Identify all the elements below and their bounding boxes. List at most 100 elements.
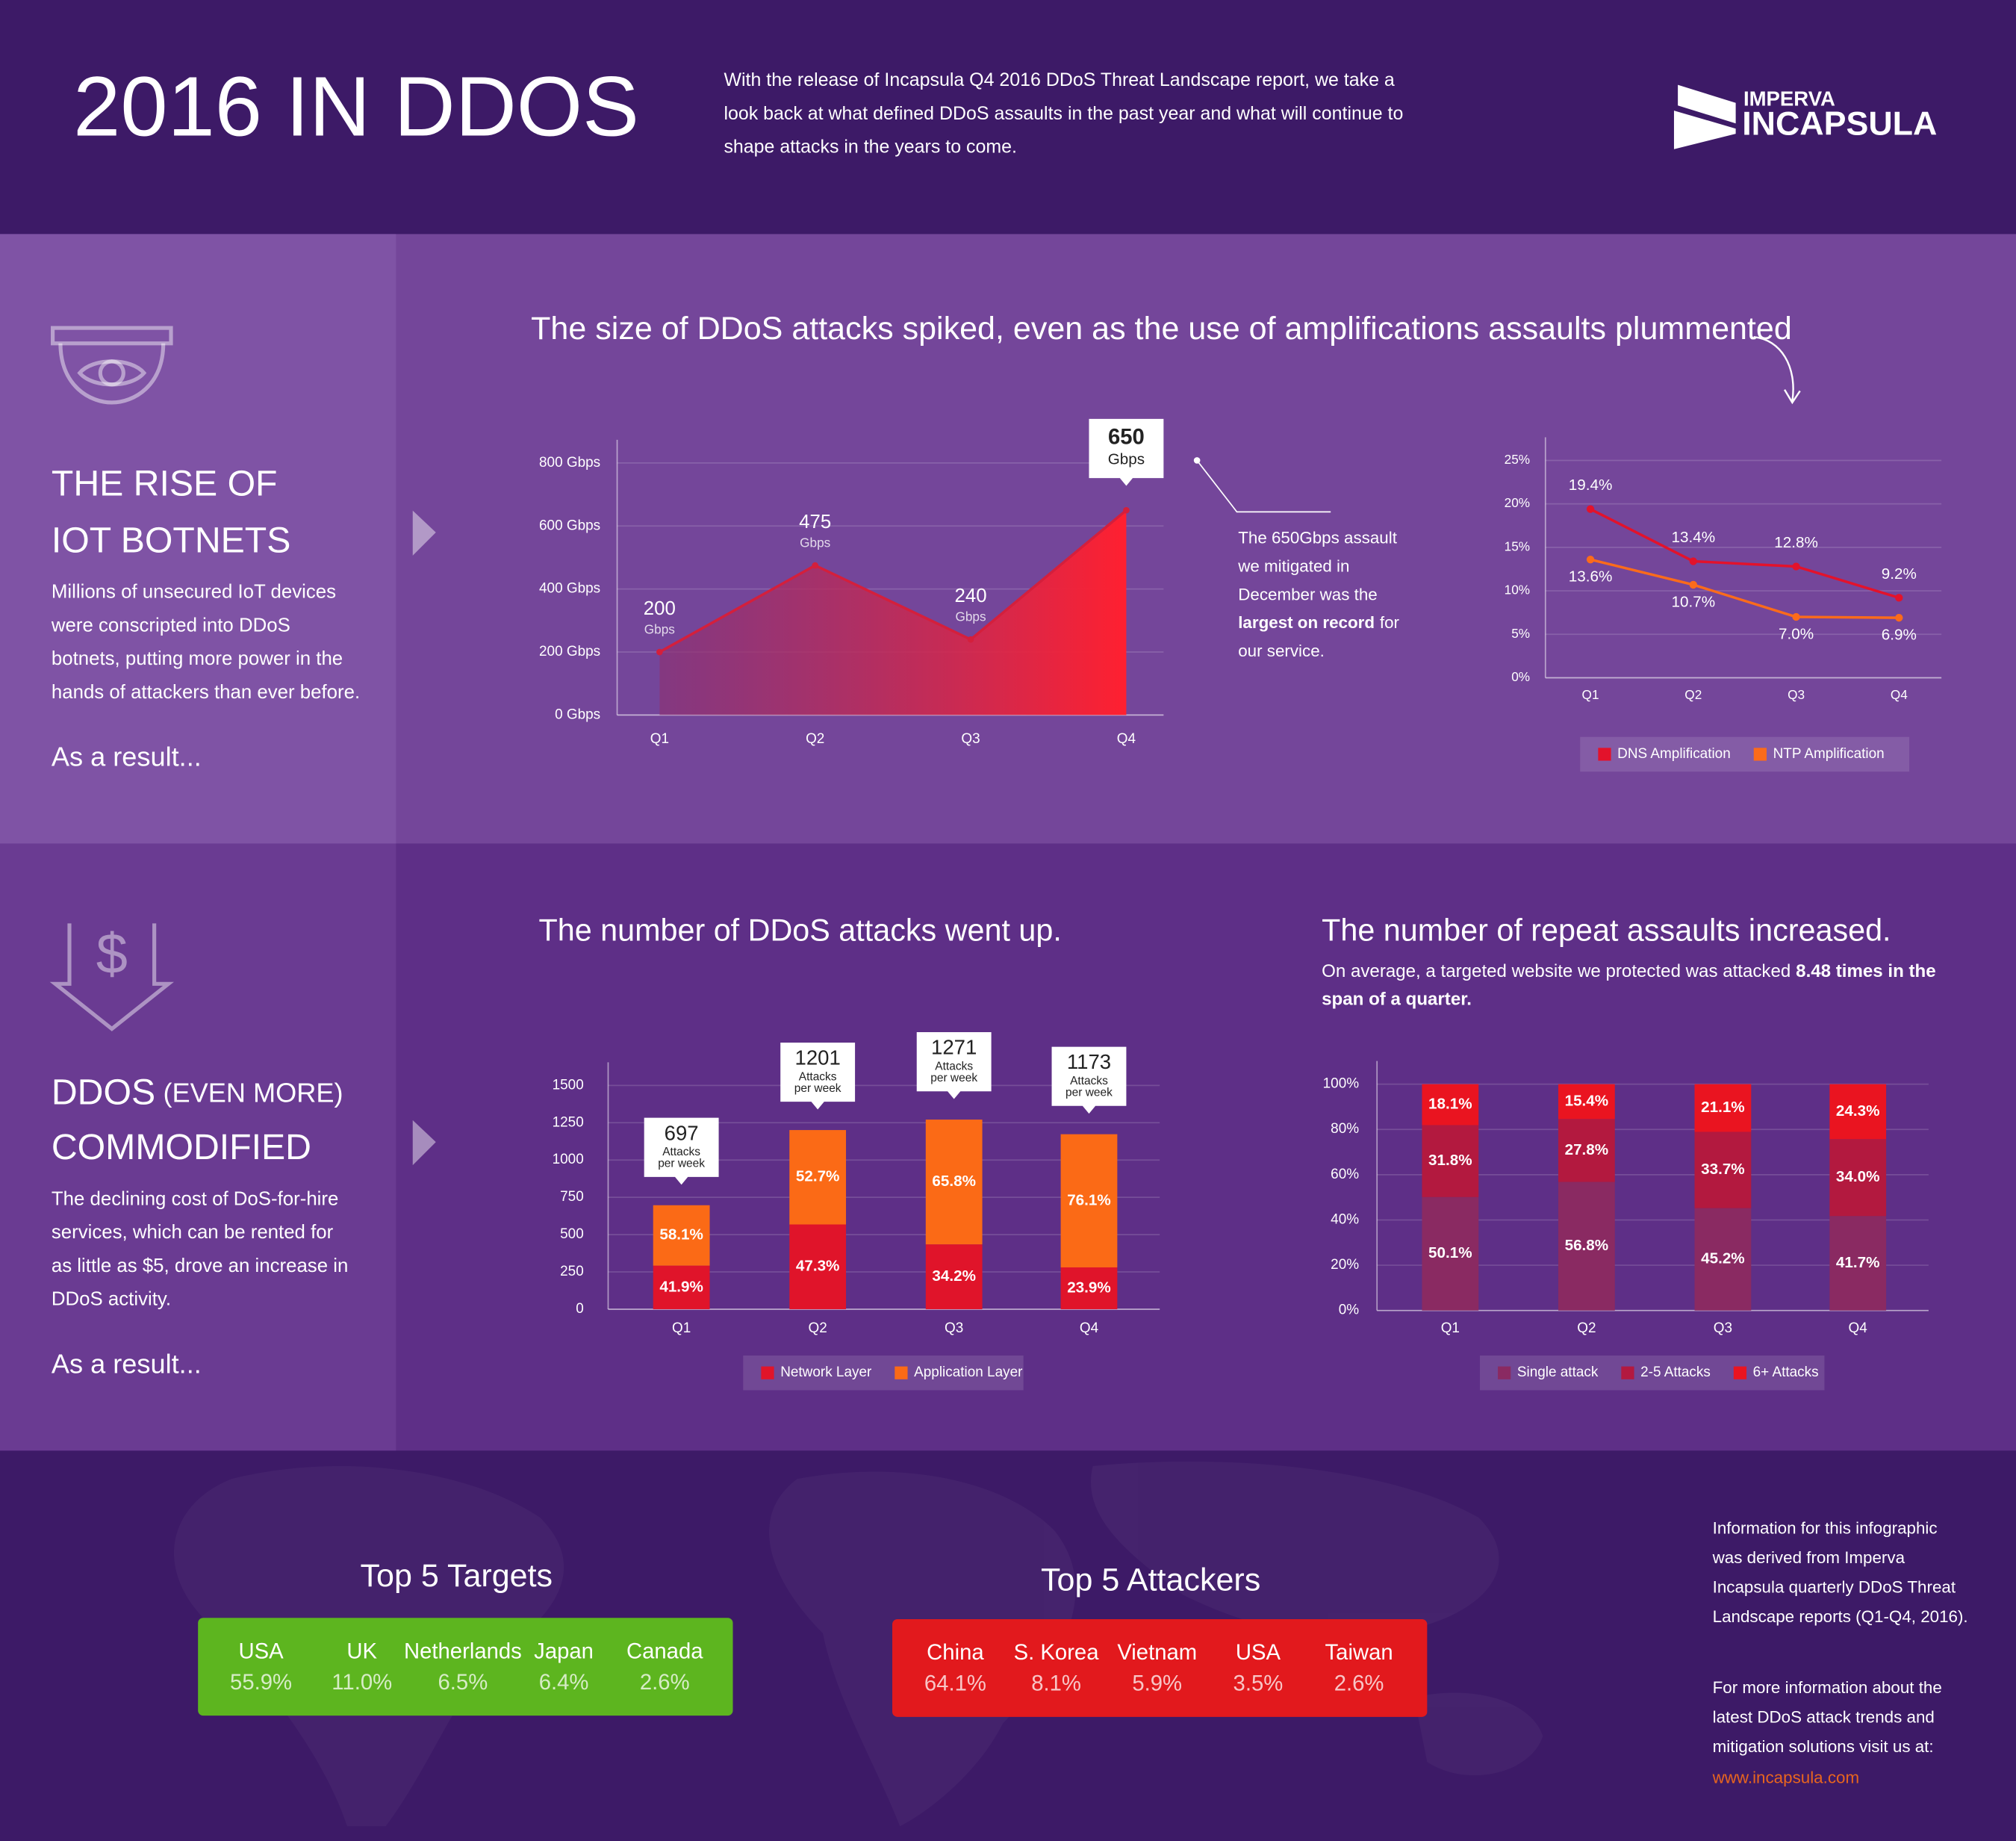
list-box bbox=[892, 1618, 1428, 1717]
y-tick-label: 0% bbox=[1511, 669, 1530, 684]
total-label: 1271 bbox=[931, 1036, 977, 1059]
legend-box bbox=[1479, 1355, 1825, 1391]
section-result: As a result... bbox=[52, 1348, 202, 1379]
total-caption: per week bbox=[930, 1072, 977, 1084]
dollar-glyph: $ bbox=[96, 922, 128, 986]
y-tick-label: 20% bbox=[1505, 495, 1530, 510]
value-label: 45.2% bbox=[1701, 1250, 1745, 1267]
text-line: On average, a targeted website we protec… bbox=[1322, 961, 1936, 981]
y-tick-label: 100% bbox=[1323, 1076, 1360, 1092]
y-tick-label: 0 bbox=[576, 1301, 584, 1317]
share: 55.9% bbox=[230, 1671, 292, 1695]
y-tick-label: 5% bbox=[1511, 626, 1530, 641]
headline: The size of DDoS attacks spiked, even as… bbox=[531, 311, 1792, 347]
total-caption: per week bbox=[1065, 1087, 1113, 1099]
value-label: 41.7% bbox=[1836, 1254, 1880, 1271]
value-label: 50.1% bbox=[1428, 1244, 1472, 1261]
point bbox=[1689, 557, 1697, 565]
x-tick-label: Q1 bbox=[650, 731, 669, 747]
share: 2.6% bbox=[640, 1671, 690, 1695]
legend-label: 6+ Attacks bbox=[1753, 1365, 1819, 1380]
y-tick-label: 1250 bbox=[553, 1114, 584, 1130]
text-line: was derived from Imperva bbox=[1712, 1548, 1905, 1567]
value-label: 76.1% bbox=[1067, 1191, 1111, 1208]
value-label: 41.9% bbox=[659, 1278, 703, 1295]
bar-segment bbox=[1558, 1119, 1615, 1182]
y-tick-label: 60% bbox=[1331, 1167, 1359, 1182]
bar-segment bbox=[1829, 1216, 1887, 1311]
text-line: With the release of Incapsula Q4 2016 DD… bbox=[724, 69, 1394, 90]
bar-segment bbox=[1422, 1084, 1479, 1126]
y-tick-label: 0 Gbps bbox=[555, 707, 600, 722]
list-title: Top 5 Targets bbox=[361, 1558, 553, 1594]
value-label: 34.0% bbox=[1836, 1168, 1880, 1185]
page-title: 2016 IN DDOS bbox=[73, 60, 639, 155]
text-segment: our service. bbox=[1238, 642, 1325, 660]
value-label: 6.9% bbox=[1882, 627, 1917, 644]
point bbox=[1689, 580, 1697, 589]
text-line: The 650Gbps assault bbox=[1238, 528, 1397, 547]
x-tick-label: Q4 bbox=[1891, 687, 1908, 702]
point bbox=[967, 636, 974, 643]
point bbox=[812, 562, 819, 569]
x-tick-label: Q1 bbox=[672, 1320, 691, 1336]
text-line: DDoS activity. bbox=[52, 1289, 171, 1310]
line bbox=[659, 509, 1127, 653]
list-title: Top 5 Attackers bbox=[1041, 1562, 1260, 1598]
x-tick-label: Q2 bbox=[809, 1320, 827, 1336]
section-heading: THE RISE OF bbox=[52, 464, 278, 504]
bar-segment bbox=[1422, 1125, 1479, 1197]
total-label: 1173 bbox=[1067, 1050, 1111, 1073]
value-label: 200 bbox=[644, 598, 676, 619]
section-result: As a result... bbox=[52, 742, 202, 772]
share: 3.5% bbox=[1233, 1672, 1284, 1696]
total-caption: Attacks bbox=[662, 1146, 700, 1158]
callout bbox=[1089, 418, 1164, 486]
value-label: 7.0% bbox=[1779, 626, 1814, 643]
y-tick-label: 800 Gbps bbox=[539, 455, 600, 471]
legend-swatch bbox=[895, 1366, 908, 1379]
text-line: December was the bbox=[1238, 585, 1378, 603]
share: 11.0% bbox=[332, 1671, 392, 1695]
heading-part: DDOS bbox=[52, 1072, 155, 1112]
x-tick-label: Q1 bbox=[1441, 1320, 1460, 1336]
list-box bbox=[198, 1618, 733, 1716]
text-segment: for bbox=[1380, 613, 1400, 632]
point bbox=[656, 648, 663, 656]
side-panel bbox=[0, 234, 396, 844]
bar-segment bbox=[1694, 1084, 1752, 1132]
footer-link[interactable]: www.incapsula.com bbox=[1712, 1768, 1859, 1786]
text-line: hands of attackers than ever before. bbox=[52, 682, 360, 703]
curved-arrow bbox=[1753, 335, 1801, 405]
logo-mark bbox=[1673, 84, 1736, 149]
y-tick-label: 200 Gbps bbox=[539, 644, 600, 659]
point bbox=[1895, 613, 1903, 622]
y-tick-label: 15% bbox=[1505, 538, 1530, 553]
legend-label: DNS Amplification bbox=[1617, 746, 1731, 762]
y-tick-label: 1000 bbox=[553, 1152, 584, 1167]
legend-swatch bbox=[761, 1366, 774, 1379]
total-caption: Attacks bbox=[1070, 1075, 1108, 1087]
share: 6.4% bbox=[539, 1671, 589, 1695]
value-label: 240 bbox=[955, 586, 987, 606]
price-drop-icon: $ bbox=[49, 922, 174, 1031]
total-label: 1201 bbox=[795, 1046, 841, 1069]
total-caption: Attacks bbox=[935, 1061, 973, 1073]
bar-segment bbox=[1694, 1131, 1752, 1208]
bar-segment bbox=[1558, 1084, 1615, 1120]
y-tick-label: 10% bbox=[1505, 583, 1530, 597]
bar-segment bbox=[1829, 1139, 1887, 1217]
value-label: 65.8% bbox=[932, 1173, 976, 1190]
text-line: span of a quarter. bbox=[1322, 990, 1472, 1010]
bar-segment bbox=[1422, 1196, 1479, 1311]
total-caption: Attacks bbox=[799, 1071, 837, 1084]
headline: The number of repeat assaults increased. bbox=[1322, 913, 1891, 947]
bar-segment bbox=[925, 1120, 983, 1245]
value-label: 19.4% bbox=[1569, 476, 1613, 494]
share: 64.1% bbox=[924, 1672, 986, 1696]
text-line: services, which can be rented for bbox=[52, 1222, 334, 1243]
bar-segment bbox=[653, 1205, 710, 1266]
x-tick-label: Q2 bbox=[806, 731, 824, 747]
country: Netherlands bbox=[404, 1639, 522, 1663]
